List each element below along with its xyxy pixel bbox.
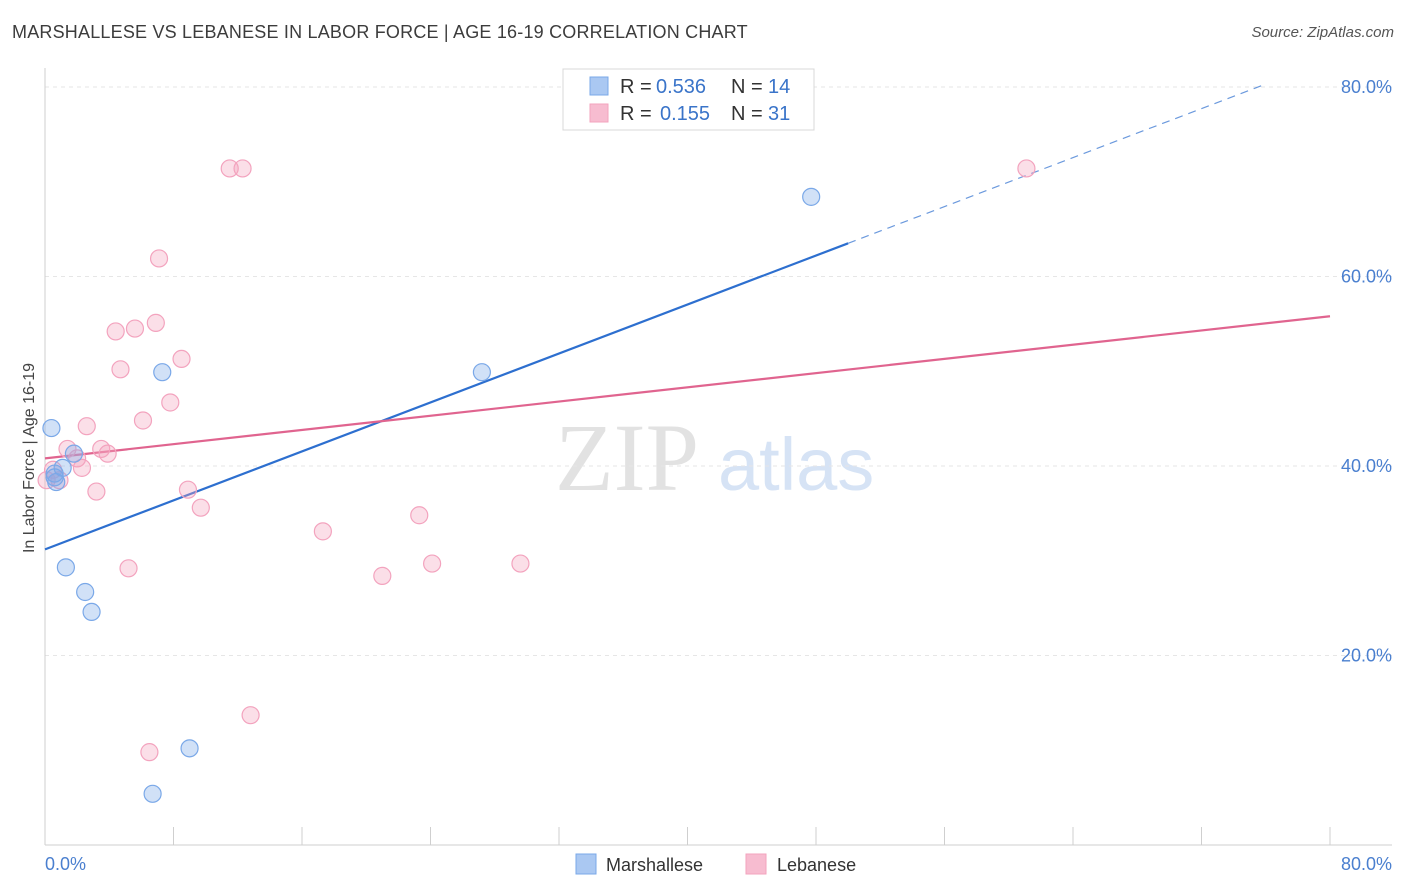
- axes: [44, 68, 1392, 846]
- y-axis-label: In Labor Force | Age 16-19: [21, 363, 38, 553]
- point-lebanese-10: [111, 360, 130, 379]
- legend-r-value-0: 0.536: [656, 76, 706, 98]
- point-lebanese-13: [133, 411, 153, 430]
- bottom-legend-swatch-lebanese: [745, 853, 767, 875]
- legend-n-value-1: 31: [768, 103, 790, 125]
- point-lebanese-28: [511, 554, 530, 573]
- point-lebanese-26: [410, 506, 429, 525]
- point-lebanese-12: [125, 319, 145, 338]
- y-tick-label-20: 20.0%: [1341, 645, 1392, 665]
- x-tick-label-max: 80.0%: [1341, 854, 1392, 874]
- point-lebanese-21: [220, 159, 239, 178]
- point-marshallese-12: [143, 784, 162, 803]
- point-lebanese-4: [72, 458, 92, 477]
- watermark-atlas: atlas: [718, 423, 874, 506]
- point-marshallese-0: [42, 418, 61, 438]
- trend-lines: [44, 83, 1331, 551]
- point-lebanese-6: [87, 482, 106, 501]
- point-marshallese-9: [472, 363, 491, 382]
- point-lebanese-23: [241, 706, 260, 725]
- legend-n-label-0: N =: [731, 76, 763, 98]
- chart-source: Source: ZipAtlas.com: [1251, 24, 1394, 41]
- point-lebanese-25: [373, 566, 392, 585]
- legend-r-label-1: R =: [620, 103, 652, 125]
- point-marshallese-7: [82, 602, 101, 622]
- gridlines: [45, 86, 1392, 656]
- watermark-zip: ZIP: [555, 404, 699, 511]
- legend-r-value-1: 0.155: [660, 103, 710, 125]
- legend-r-label-0: R =: [620, 76, 652, 98]
- y-tick-labels: 20.0% 40.0% 60.0% 80.0%: [1341, 77, 1392, 666]
- point-lebanese-27: [423, 554, 442, 573]
- point-lebanese-11: [119, 559, 138, 578]
- legend-swatch-lebanese: [589, 103, 609, 123]
- data-points: [37, 159, 1036, 803]
- legend-swatch-marshallese: [589, 76, 609, 96]
- legend-n-value-0: 14: [768, 76, 790, 98]
- point-lebanese-8: [98, 444, 117, 463]
- x-ticks: [44, 827, 1331, 845]
- x-tick-label-min: 0.0%: [45, 854, 86, 874]
- bottom-legend: Marshallese Lebanese: [575, 853, 856, 875]
- trend-line-marshallese: [44, 242, 849, 551]
- trend-line-extension-marshallese: [847, 83, 1266, 244]
- point-lebanese-5: [77, 417, 96, 436]
- point-lebanese-14: [140, 743, 159, 762]
- y-tick-label-60: 60.0%: [1341, 266, 1392, 286]
- point-marshallese-4: [64, 444, 84, 463]
- bottom-legend-label-lebanese: Lebanese: [777, 855, 856, 875]
- point-marshallese-11: [180, 739, 199, 758]
- point-lebanese-15: [146, 313, 165, 332]
- point-lebanese-22: [233, 159, 252, 178]
- point-lebanese-9: [106, 322, 125, 341]
- y-tick-label-40: 40.0%: [1341, 456, 1392, 476]
- point-marshallese-5: [56, 558, 75, 577]
- point-marshallese-13: [45, 468, 64, 487]
- trend-line-lebanese: [44, 315, 1331, 460]
- point-lebanese-20: [191, 498, 210, 517]
- bottom-legend-swatch-marshallese: [575, 853, 597, 875]
- legend-n-label-1: N =: [731, 103, 763, 125]
- y-tick-label-80: 80.0%: [1341, 77, 1392, 97]
- point-lebanese-17: [161, 393, 180, 412]
- legend-box: R = 0.536 N = 14 R = 0.155 N = 31: [562, 68, 815, 131]
- point-lebanese-16: [149, 249, 169, 268]
- point-lebanese-29: [1017, 159, 1036, 178]
- point-lebanese-24: [313, 522, 332, 541]
- point-marshallese-6: [76, 582, 95, 602]
- point-marshallese-10: [802, 187, 821, 206]
- point-marshallese-8: [153, 363, 172, 382]
- point-lebanese-19: [178, 480, 198, 499]
- chart-title: MARSHALLESE VS LEBANESE IN LABOR FORCE |…: [12, 22, 748, 42]
- bottom-legend-label-marshallese: Marshallese: [606, 855, 703, 875]
- point-lebanese-18: [172, 349, 191, 369]
